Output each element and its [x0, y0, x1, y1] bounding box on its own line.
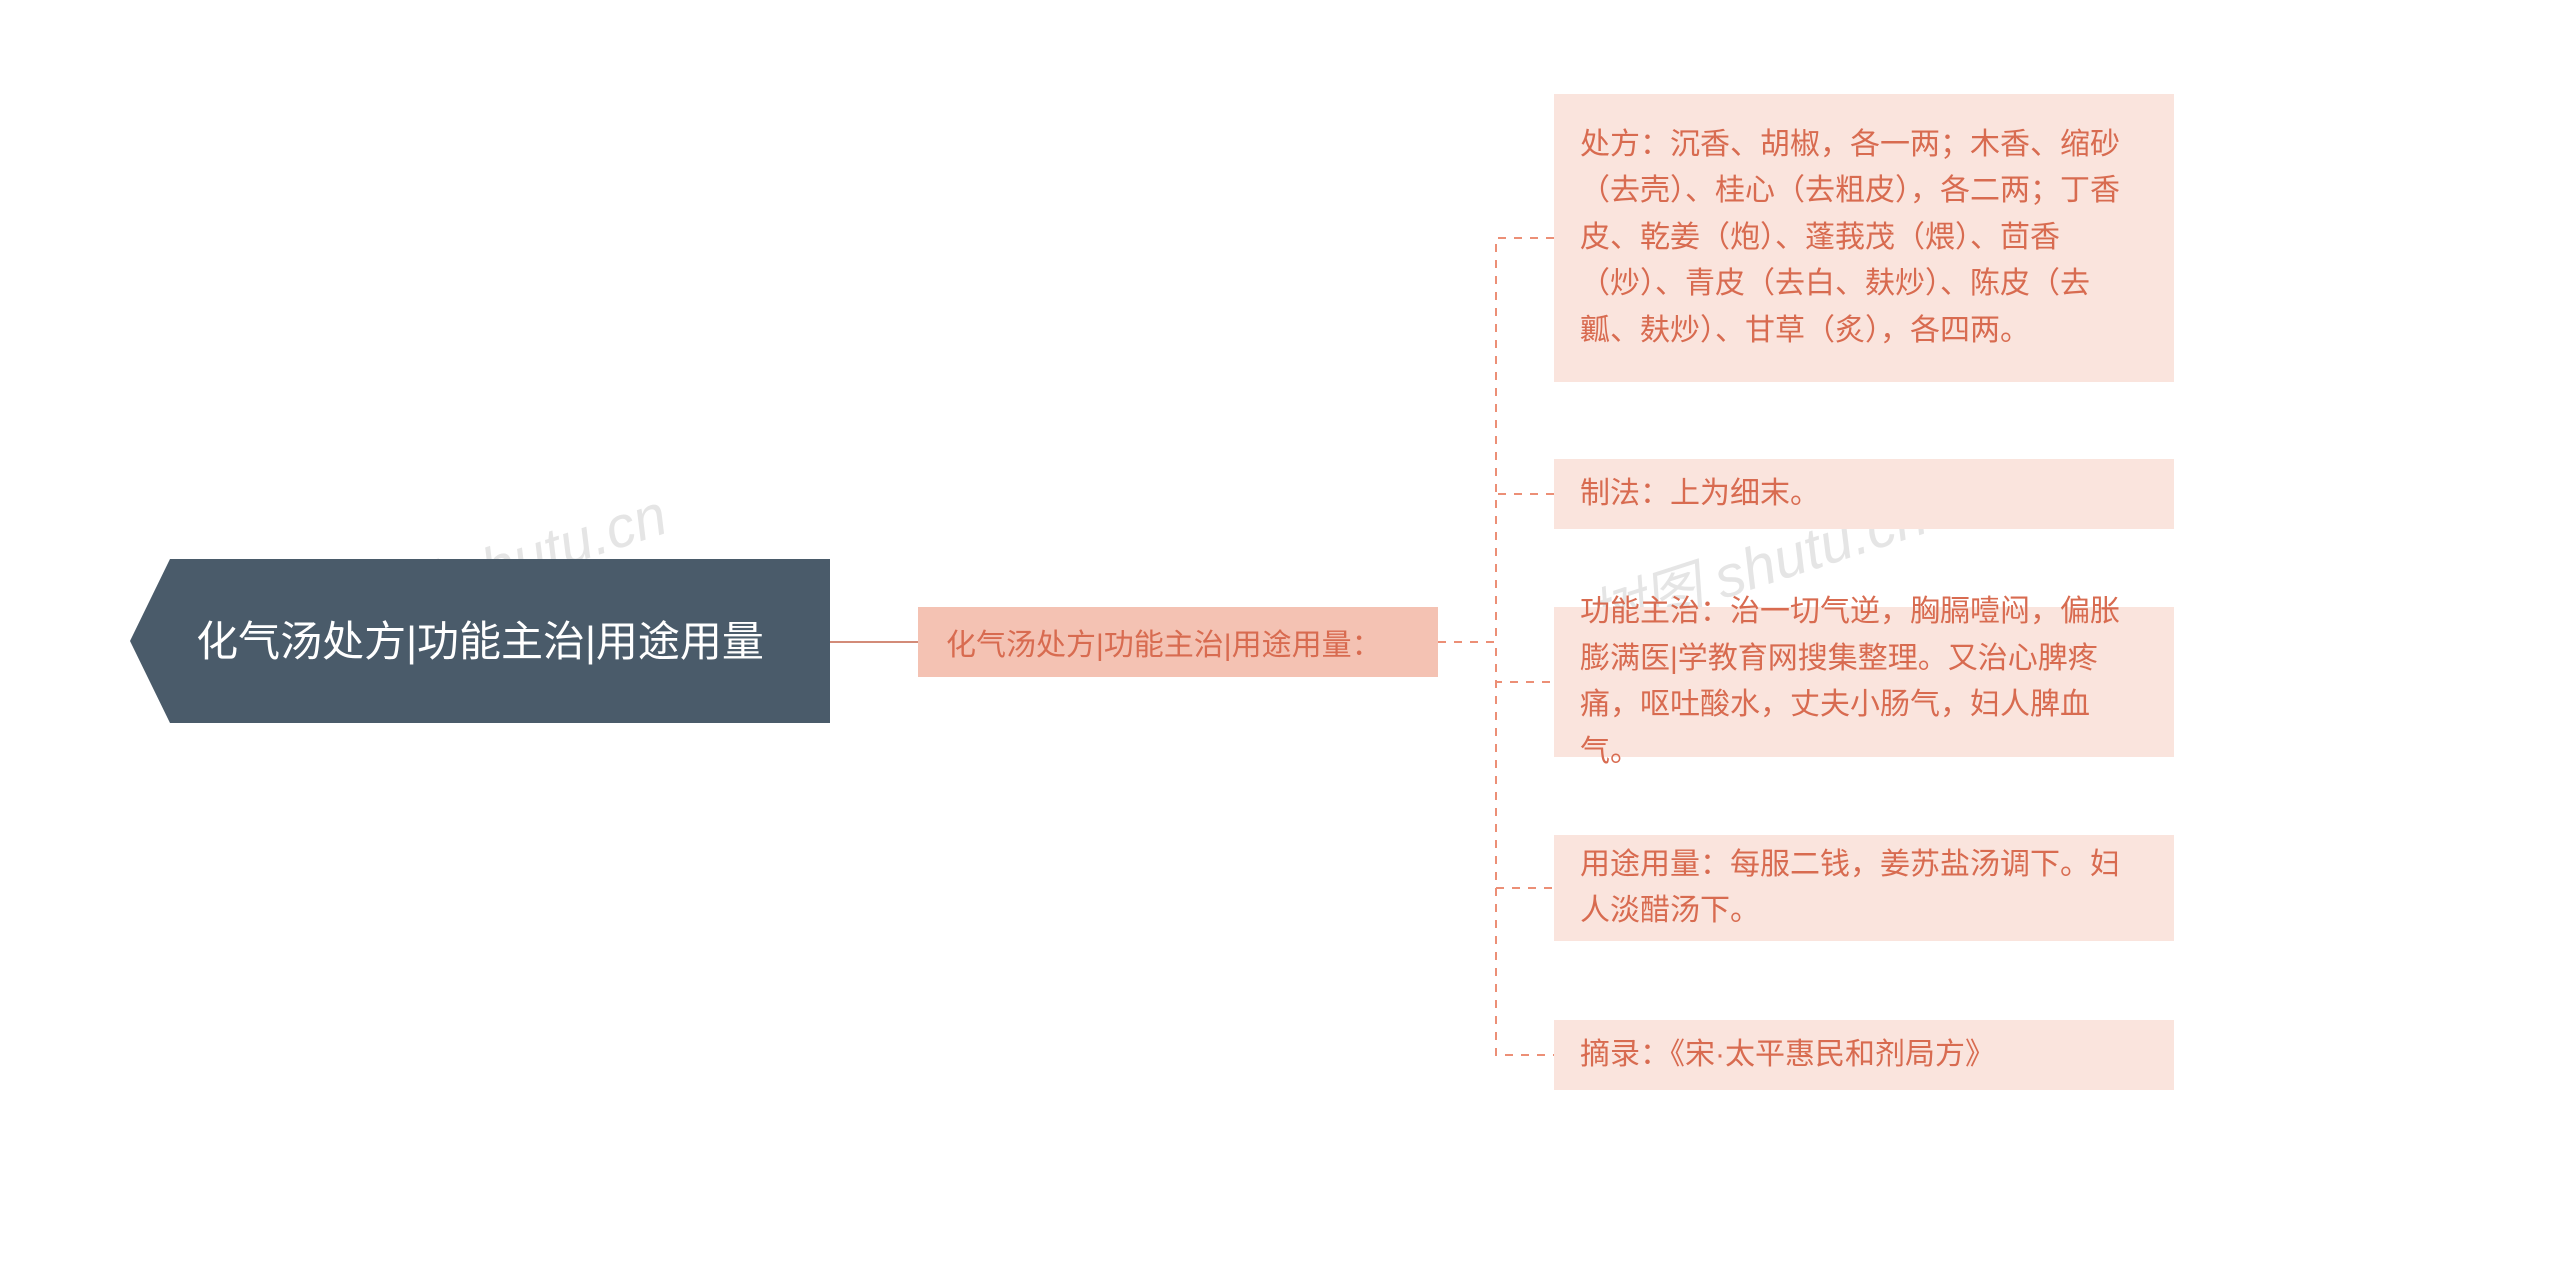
- leaf-label: 制法：上为细末。: [1580, 471, 1820, 518]
- mindmap-canvas: 树图 shutu.cn 树图 shutu.cn 化气汤处方|功能主治|用途用量 …: [0, 0, 2560, 1283]
- level1-label: 化气汤处方|功能主治|用途用量：: [946, 620, 1382, 664]
- leaf-label: 摘录：《宋·太平惠民和剂局方》: [1580, 1032, 1995, 1079]
- leaf-label: 功能主治：治一切气逆，胸膈噎闷，偏胀膨满医|学教育网搜集整理。又治心脾疼痛，呕吐…: [1580, 589, 2148, 775]
- root-label: 化气汤处方|功能主治|用途用量: [196, 610, 764, 673]
- leaf-label: 处方：沉香、胡椒，各一两；木香、缩砂（去壳）、桂心（去粗皮），各二两；丁香皮、乾…: [1580, 122, 2148, 355]
- leaf-node-preparation[interactable]: 制法：上为细末。: [1554, 459, 2174, 529]
- connector-l1-leaf4: [1438, 634, 1554, 1064]
- level1-node[interactable]: 化气汤处方|功能主治|用途用量：: [918, 607, 1438, 677]
- connector-l1-leaf3: [1438, 634, 1554, 896]
- connector-root-level1: [830, 607, 918, 677]
- leaf-node-function[interactable]: 功能主治：治一切气逆，胸膈噎闷，偏胀膨满医|学教育网搜集整理。又治心脾疼痛，呕吐…: [1554, 607, 2174, 757]
- leaf-label: 用途用量：每服二钱，姜苏盐汤调下。妇人淡醋汤下。: [1580, 842, 2148, 935]
- connector-l1-leaf2: [1438, 634, 1554, 690]
- connector-l1-leaf0: [1438, 230, 1554, 650]
- leaf-node-dosage[interactable]: 用途用量：每服二钱，姜苏盐汤调下。妇人淡醋汤下。: [1554, 835, 2174, 941]
- leaf-node-source[interactable]: 摘录：《宋·太平惠民和剂局方》: [1554, 1020, 2174, 1090]
- leaf-node-prescription[interactable]: 处方：沉香、胡椒，各一两；木香、缩砂（去壳）、桂心（去粗皮），各二两；丁香皮、乾…: [1554, 94, 2174, 382]
- root-node[interactable]: 化气汤处方|功能主治|用途用量: [130, 559, 830, 723]
- connector-l1-leaf1: [1438, 486, 1554, 650]
